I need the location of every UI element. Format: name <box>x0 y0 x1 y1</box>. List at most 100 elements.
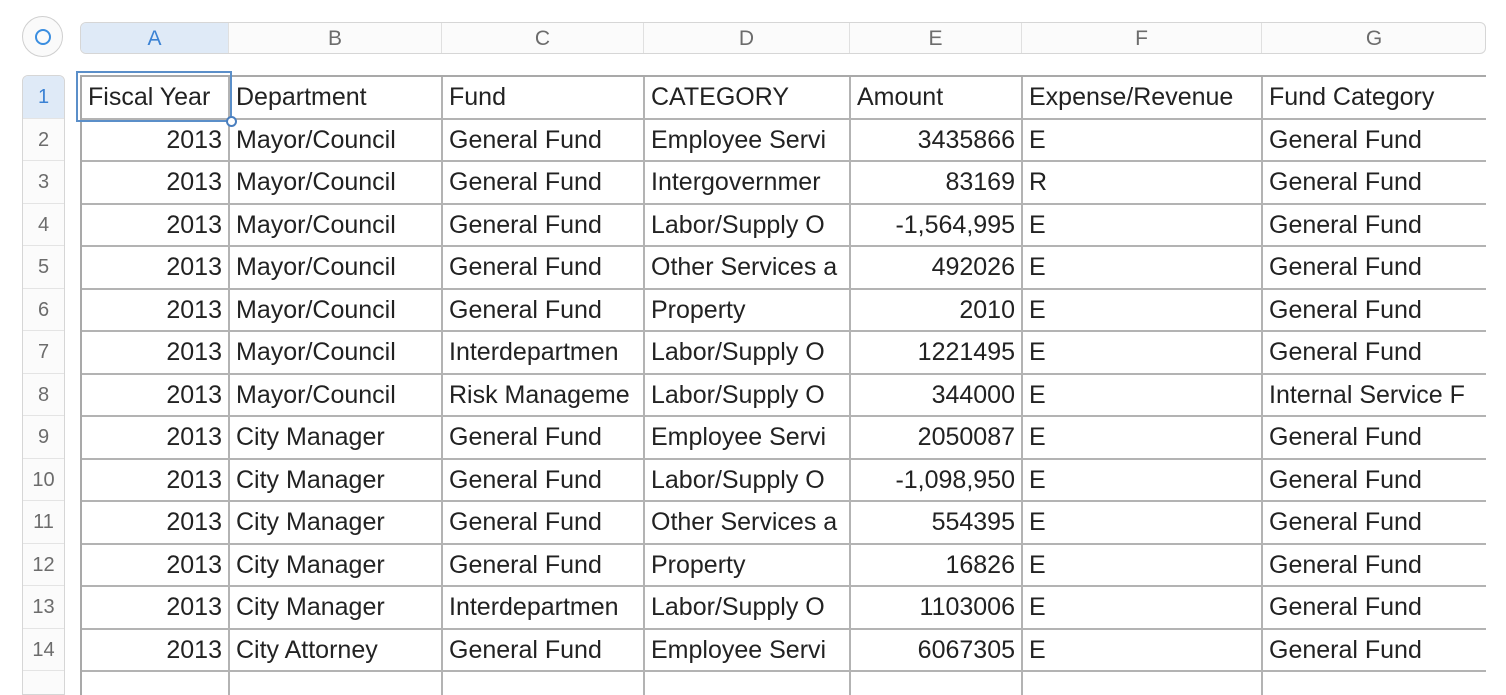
table-cell[interactable]: 2013 <box>82 205 230 247</box>
table-cell[interactable]: E <box>1023 332 1263 375</box>
table-cell[interactable]: Risk Manageme <box>443 375 645 417</box>
row-header-4[interactable]: 4 <box>23 204 64 246</box>
row-header-3[interactable]: 3 <box>23 161 64 204</box>
table-cell[interactable]: City Attorney <box>230 630 443 672</box>
table-cell[interactable]: 2013 <box>82 587 230 630</box>
table-cell[interactable]: General Fund <box>443 630 645 672</box>
table-cell[interactable]: Internal Service F <box>1263 375 1486 417</box>
table-cell[interactable] <box>1023 672 1263 695</box>
table-cell[interactable]: Property <box>645 545 851 587</box>
table-cell[interactable]: Employee Servi <box>645 417 851 460</box>
table-cell[interactable]: 2013 <box>82 290 230 332</box>
table-cell[interactable]: General Fund <box>443 290 645 332</box>
header-cell[interactable]: Department <box>230 77 443 120</box>
header-cell[interactable]: Fund <box>443 77 645 120</box>
column-header-d[interactable]: D <box>644 23 850 53</box>
table-cell[interactable]: E <box>1023 460 1263 502</box>
table-cell[interactable]: 2013 <box>82 375 230 417</box>
header-cell[interactable]: Fund Category <box>1263 77 1486 120</box>
table-cell[interactable] <box>851 672 1023 695</box>
row-header-2[interactable]: 2 <box>23 119 64 161</box>
table-cell[interactable]: Employee Servi <box>645 120 851 162</box>
table-cell[interactable]: 3435866 <box>851 120 1023 162</box>
table-cell[interactable]: 2050087 <box>851 417 1023 460</box>
table-cell[interactable]: 2013 <box>82 247 230 290</box>
table-cell[interactable]: General Fund <box>1263 247 1486 290</box>
table-cell[interactable]: Mayor/Council <box>230 205 443 247</box>
table-cell[interactable]: Interdepartmen <box>443 587 645 630</box>
table-cell[interactable]: General Fund <box>443 162 645 205</box>
row-header-8[interactable]: 8 <box>23 374 64 416</box>
table-cell[interactable]: General Fund <box>1263 205 1486 247</box>
table-cell[interactable]: Labor/Supply O <box>645 332 851 375</box>
table-cell[interactable]: E <box>1023 417 1263 460</box>
table-cell[interactable]: Labor/Supply O <box>645 375 851 417</box>
table-cell[interactable] <box>645 672 851 695</box>
select-all-button[interactable] <box>22 16 63 57</box>
table-cell[interactable]: City Manager <box>230 545 443 587</box>
table-cell[interactable]: E <box>1023 290 1263 332</box>
header-cell[interactable]: Expense/Revenue <box>1023 77 1263 120</box>
table-cell[interactable]: -1,098,950 <box>851 460 1023 502</box>
table-cell[interactable]: Mayor/Council <box>230 332 443 375</box>
table-cell[interactable]: 1221495 <box>851 332 1023 375</box>
table-cell[interactable]: General Fund <box>1263 630 1486 672</box>
table-cell[interactable]: General Fund <box>443 460 645 502</box>
table-cell[interactable]: General Fund <box>1263 502 1486 545</box>
table-cell[interactable]: 83169 <box>851 162 1023 205</box>
row-header-9[interactable]: 9 <box>23 416 64 459</box>
row-header-7[interactable]: 7 <box>23 331 64 374</box>
table-cell[interactable]: 2013 <box>82 162 230 205</box>
row-header-11[interactable]: 11 <box>23 501 64 544</box>
table-cell[interactable]: Mayor/Council <box>230 120 443 162</box>
header-cell[interactable]: Amount <box>851 77 1023 120</box>
table-cell[interactable]: 2013 <box>82 417 230 460</box>
table-cell[interactable] <box>82 672 230 695</box>
table-cell[interactable]: City Manager <box>230 460 443 502</box>
table-cell[interactable]: 2013 <box>82 120 230 162</box>
column-header-g[interactable]: G <box>1262 23 1485 53</box>
table-cell[interactable]: 492026 <box>851 247 1023 290</box>
table-cell[interactable]: City Manager <box>230 587 443 630</box>
table-cell[interactable]: Labor/Supply O <box>645 587 851 630</box>
header-cell[interactable]: Fiscal Year <box>82 77 230 120</box>
row-header-5[interactable]: 5 <box>23 246 64 289</box>
table-cell[interactable]: 6067305 <box>851 630 1023 672</box>
table-cell[interactable]: 2013 <box>82 630 230 672</box>
table-cell[interactable]: General Fund <box>443 417 645 460</box>
table-cell[interactable]: General Fund <box>1263 290 1486 332</box>
column-header-b[interactable]: B <box>229 23 442 53</box>
table-cell[interactable]: Mayor/Council <box>230 375 443 417</box>
table-cell[interactable]: City Manager <box>230 417 443 460</box>
table-cell[interactable]: Other Services a <box>645 247 851 290</box>
table-cell[interactable]: 2013 <box>82 545 230 587</box>
column-header-f[interactable]: F <box>1022 23 1262 53</box>
table-cell[interactable]: Other Services a <box>645 502 851 545</box>
table-cell[interactable]: Interdepartmen <box>443 332 645 375</box>
table-cell[interactable]: 344000 <box>851 375 1023 417</box>
table-cell[interactable] <box>443 672 645 695</box>
table-cell[interactable]: E <box>1023 502 1263 545</box>
table-cell[interactable]: General Fund <box>1263 332 1486 375</box>
table-cell[interactable] <box>230 672 443 695</box>
table-cell[interactable]: 2010 <box>851 290 1023 332</box>
table-cell[interactable]: E <box>1023 545 1263 587</box>
table-cell[interactable]: General Fund <box>1263 417 1486 460</box>
column-header-e[interactable]: E <box>850 23 1022 53</box>
table-cell[interactable]: E <box>1023 120 1263 162</box>
table-cell[interactable]: Property <box>645 290 851 332</box>
table-cell[interactable]: General Fund <box>1263 545 1486 587</box>
row-header-12[interactable]: 12 <box>23 544 64 586</box>
table-cell[interactable]: Labor/Supply O <box>645 205 851 247</box>
table-cell[interactable]: General Fund <box>1263 460 1486 502</box>
column-header-a[interactable]: A <box>81 23 229 53</box>
table-cell[interactable]: General Fund <box>443 205 645 247</box>
table-cell[interactable]: R <box>1023 162 1263 205</box>
row-header-14[interactable]: 14 <box>23 629 64 671</box>
fill-handle[interactable] <box>226 116 237 127</box>
row-header-13[interactable]: 13 <box>23 586 64 629</box>
table-cell[interactable]: Intergovernmer <box>645 162 851 205</box>
column-header-c[interactable]: C <box>442 23 644 53</box>
table-cell[interactable]: General Fund <box>443 545 645 587</box>
table-cell[interactable]: General Fund <box>443 247 645 290</box>
